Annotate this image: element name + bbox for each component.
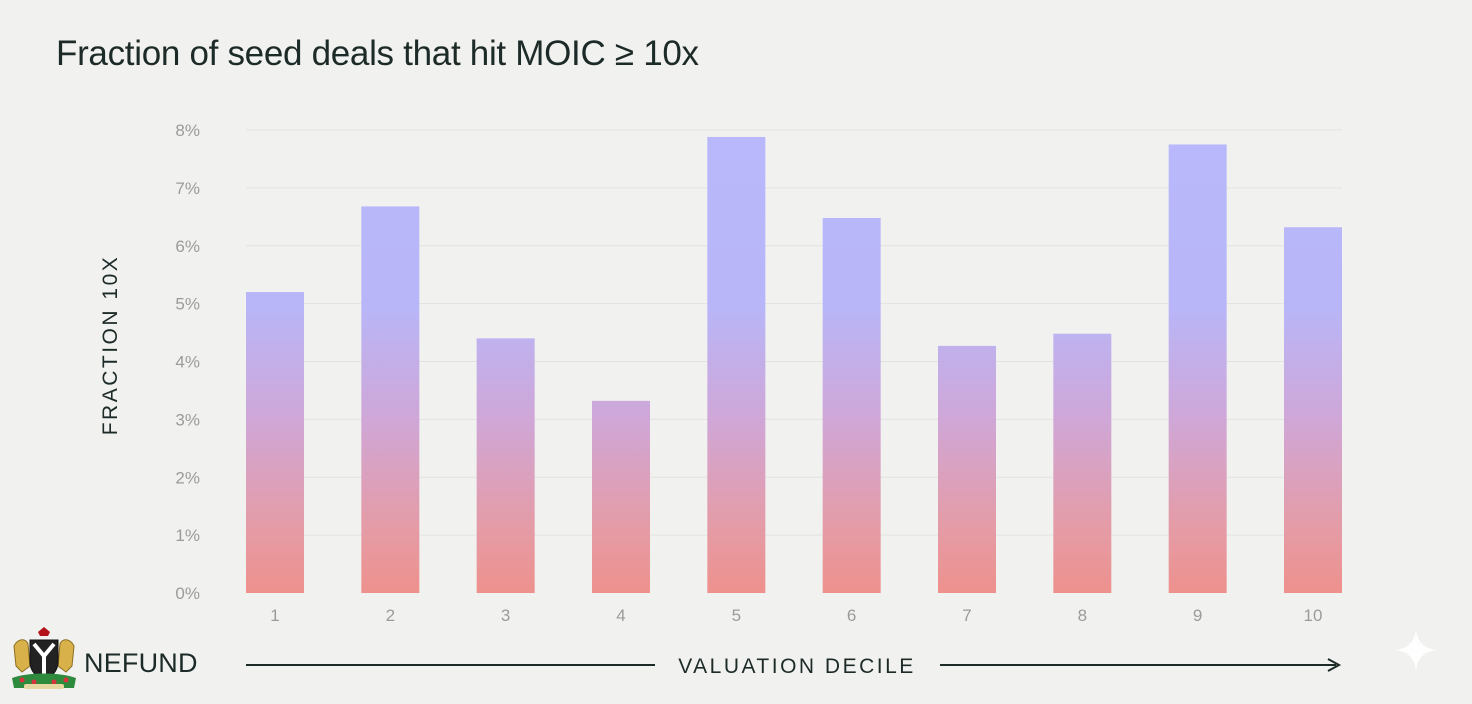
x-tick-labels: 1 2 3 4 5 6 7 8 9 10 bbox=[270, 606, 1322, 625]
y-tick-label: 8% bbox=[175, 121, 200, 140]
y-axis-label: FRACTION 10X bbox=[99, 255, 122, 436]
y-tick-label: 2% bbox=[175, 468, 200, 487]
y-tick-label: 3% bbox=[175, 410, 200, 429]
bar-decile-9 bbox=[1168, 144, 1227, 593]
x-tick-label: 3 bbox=[501, 606, 510, 625]
x-tick-label: 1 bbox=[270, 606, 279, 625]
bar-decile-10 bbox=[1284, 227, 1342, 594]
bar-decile-2 bbox=[361, 206, 420, 593]
bar-decile-1 bbox=[246, 292, 304, 593]
y-tick-label: 6% bbox=[175, 237, 200, 256]
x-tick-label: 10 bbox=[1304, 606, 1323, 625]
grid-lines bbox=[246, 129, 1342, 536]
chart-title: Fraction of seed deals that hit MOIC ≥ 1… bbox=[56, 34, 699, 73]
x-axis-label: VALUATION DECILE bbox=[678, 655, 916, 678]
y-tick-labels: 0% 1% 2% 3% 4% 5% 6% 7% 8% bbox=[175, 121, 200, 603]
x-tick-label: 8 bbox=[1078, 606, 1087, 625]
y-tick-label: 1% bbox=[175, 526, 200, 545]
x-tick-label: 2 bbox=[386, 606, 395, 625]
bar-decile-5 bbox=[707, 136, 766, 593]
bars bbox=[246, 136, 1342, 594]
y-tick-label: 4% bbox=[175, 353, 200, 372]
x-tick-label: 7 bbox=[962, 606, 971, 625]
nigeria-coat-of-arms-icon bbox=[8, 626, 80, 692]
bar-decile-6 bbox=[822, 217, 881, 593]
x-tick-label: 5 bbox=[732, 606, 741, 625]
bar-decile-7 bbox=[938, 345, 996, 593]
bar-decile-4 bbox=[592, 400, 650, 593]
bar-decile-8 bbox=[1053, 333, 1112, 593]
x-tick-label: 4 bbox=[616, 606, 625, 625]
bar-decile-3 bbox=[476, 338, 535, 593]
sparkle-icon bbox=[1392, 626, 1440, 679]
brand-name: NEFUND bbox=[84, 648, 198, 678]
y-tick-label: 7% bbox=[175, 179, 200, 198]
y-tick-label: 5% bbox=[175, 295, 200, 314]
y-tick-label: 0% bbox=[175, 584, 200, 603]
x-tick-label: 6 bbox=[847, 606, 856, 625]
x-tick-label: 9 bbox=[1193, 606, 1202, 625]
x-axis-arrowhead-icon bbox=[1327, 658, 1342, 672]
